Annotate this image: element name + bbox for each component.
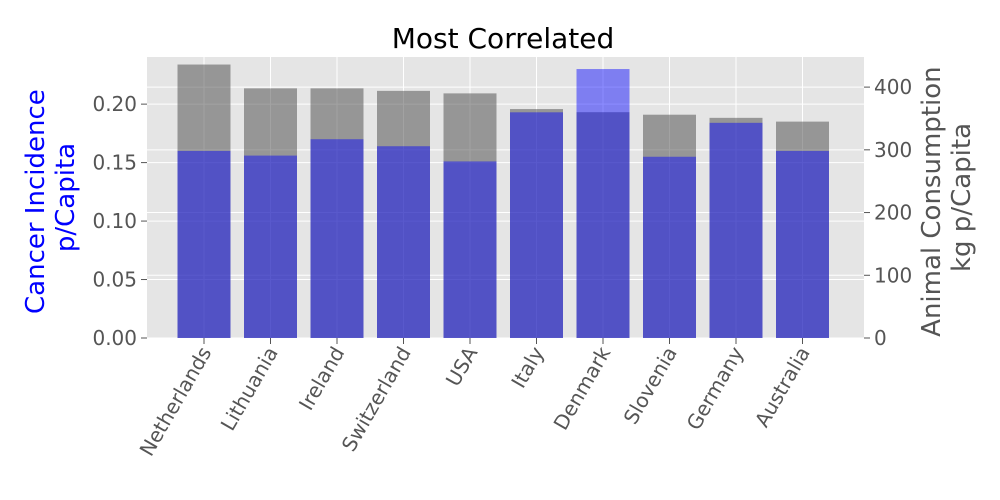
bars-cancer-incidence <box>177 69 829 338</box>
x-tick-label: Denmark <box>549 342 616 434</box>
x-tick-label: Netherlands <box>135 343 217 461</box>
bar-cancer-slovenia <box>643 156 696 338</box>
x-tick-label: Italy <box>506 342 549 392</box>
right-tick-label: 400 <box>874 75 912 99</box>
bar-cancer-denmark <box>576 69 630 338</box>
x-tick-label: Australia <box>750 343 815 432</box>
bar-cancer-australia <box>776 150 829 338</box>
bar-animal-australia <box>776 121 829 338</box>
bar-animal-usa <box>443 93 497 339</box>
x-tick-label: Lithuania <box>216 343 283 435</box>
bar-cancer-lithuania <box>244 155 297 338</box>
bar-animal-italy <box>510 109 563 338</box>
right-tick-label: 200 <box>874 201 912 225</box>
bar-animal-denmark <box>576 112 630 338</box>
left-tick-label: 0.20 <box>92 92 137 116</box>
left-tick-label: 0.05 <box>92 268 137 292</box>
bar-cancer-netherlands <box>177 150 231 338</box>
bar-cancer-ireland <box>310 139 364 338</box>
x-tick-label: Germany <box>682 342 749 434</box>
right-axis: 0 100 200 300 400 <box>864 75 912 350</box>
bar-cancer-germany <box>709 122 763 338</box>
bar-animal-netherlands <box>177 64 231 338</box>
left-tick-label: 0.00 <box>92 326 137 350</box>
left-axis-label: Cancer Incidence p/Capita <box>21 81 81 314</box>
x-tick-label: Switzerland <box>337 343 416 456</box>
right-axis-label: Animal Consumption kg p/Capita <box>917 58 977 337</box>
chart-title: Most Correlated <box>392 22 615 55</box>
bar-cancer-usa <box>443 161 497 338</box>
bar-animal-switzerland <box>377 90 430 338</box>
bar-animal-lithuania <box>244 88 297 339</box>
bar-animal-ireland <box>310 88 364 339</box>
right-tick-label: 0 <box>874 326 887 350</box>
left-axis-label-line-1: Cancer Incidence <box>21 89 51 314</box>
x-tick-label: Ireland <box>294 343 349 415</box>
left-tick-label: 0.10 <box>92 209 137 233</box>
right-axis-label-line-1: Animal Consumption <box>917 66 947 336</box>
right-tick-label: 300 <box>874 138 912 162</box>
bar-animal-germany <box>709 117 763 338</box>
x-tick-label: Slovenia <box>618 343 681 429</box>
left-tick-label: 0.15 <box>92 151 137 175</box>
left-axis-label-line-2: p/Capita <box>51 143 81 252</box>
x-tick-label: USA <box>441 342 483 390</box>
bar-cancer-italy <box>510 112 563 338</box>
right-tick-label: 100 <box>874 263 912 287</box>
right-axis-label-line-2: kg p/Capita <box>947 123 977 272</box>
bars-animal-consumption <box>177 64 829 339</box>
bar-cancer-switzerland <box>377 146 430 338</box>
left-axis: 0.00 0.05 0.10 0.15 0.20 <box>92 92 147 350</box>
bar-animal-slovenia <box>643 114 696 339</box>
